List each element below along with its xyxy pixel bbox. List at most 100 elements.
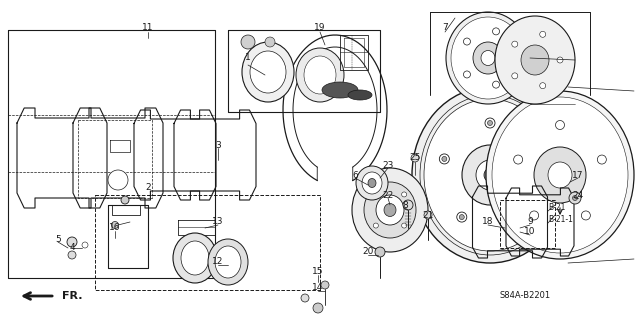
Ellipse shape [420, 95, 560, 255]
Circle shape [530, 211, 539, 220]
Circle shape [108, 170, 128, 190]
Circle shape [265, 37, 275, 47]
Text: 13: 13 [212, 218, 224, 226]
Circle shape [513, 212, 524, 222]
Ellipse shape [534, 147, 586, 203]
Ellipse shape [548, 162, 572, 188]
Circle shape [68, 251, 76, 259]
Text: 3: 3 [215, 140, 221, 150]
Circle shape [597, 155, 606, 164]
Text: 8: 8 [402, 201, 408, 210]
Circle shape [531, 154, 541, 164]
Circle shape [111, 221, 118, 228]
Ellipse shape [356, 166, 388, 200]
Ellipse shape [424, 99, 556, 251]
Circle shape [512, 41, 518, 47]
Text: 17: 17 [572, 170, 584, 180]
Ellipse shape [215, 246, 241, 278]
Circle shape [375, 247, 385, 257]
Text: 16: 16 [109, 224, 121, 233]
Ellipse shape [242, 42, 294, 102]
Circle shape [556, 121, 564, 130]
Ellipse shape [473, 42, 503, 74]
Text: 21: 21 [422, 211, 434, 219]
Circle shape [493, 81, 500, 88]
Circle shape [321, 281, 329, 289]
Text: FR.: FR. [62, 291, 83, 301]
Ellipse shape [462, 145, 518, 205]
Ellipse shape [376, 195, 404, 225]
Ellipse shape [362, 172, 382, 194]
Ellipse shape [476, 160, 504, 190]
Circle shape [402, 192, 406, 197]
Text: 2: 2 [145, 183, 151, 192]
Circle shape [493, 28, 500, 35]
Circle shape [581, 211, 590, 220]
Circle shape [540, 31, 546, 37]
Text: 24: 24 [572, 190, 584, 199]
Circle shape [514, 155, 523, 164]
Text: 6: 6 [352, 170, 358, 180]
Ellipse shape [304, 56, 336, 94]
Circle shape [463, 38, 470, 45]
Circle shape [313, 303, 323, 313]
Circle shape [301, 294, 309, 302]
Circle shape [533, 156, 538, 161]
Ellipse shape [484, 168, 496, 182]
Text: 22: 22 [382, 190, 394, 199]
Ellipse shape [384, 204, 396, 217]
Circle shape [569, 192, 581, 204]
Circle shape [67, 237, 77, 247]
Ellipse shape [446, 12, 530, 104]
Text: 14: 14 [312, 284, 324, 293]
Circle shape [403, 200, 413, 210]
Text: 11: 11 [142, 24, 154, 33]
Circle shape [463, 71, 470, 78]
Circle shape [460, 215, 464, 219]
Text: 5: 5 [55, 235, 61, 244]
Text: 25: 25 [410, 153, 420, 162]
Circle shape [424, 211, 432, 219]
Ellipse shape [521, 45, 549, 75]
Circle shape [373, 223, 378, 228]
Circle shape [512, 73, 518, 79]
Text: B-21: B-21 [548, 204, 565, 212]
Ellipse shape [481, 50, 495, 65]
Circle shape [573, 196, 577, 201]
Ellipse shape [364, 182, 416, 238]
Text: 20: 20 [362, 248, 374, 256]
Circle shape [402, 223, 406, 228]
Ellipse shape [412, 87, 568, 263]
Ellipse shape [348, 90, 372, 100]
Circle shape [439, 154, 449, 164]
Text: 19: 19 [314, 24, 326, 33]
Ellipse shape [486, 91, 634, 259]
Ellipse shape [208, 239, 248, 285]
Ellipse shape [492, 97, 628, 253]
Circle shape [373, 192, 378, 197]
Circle shape [488, 121, 493, 125]
Circle shape [485, 118, 495, 128]
Ellipse shape [495, 16, 575, 104]
Circle shape [557, 57, 563, 63]
Ellipse shape [322, 82, 358, 98]
Ellipse shape [181, 241, 209, 275]
Text: 15: 15 [312, 268, 324, 277]
Circle shape [121, 196, 129, 204]
Circle shape [511, 55, 518, 62]
Text: 18: 18 [483, 218, 493, 226]
Text: 1: 1 [245, 54, 251, 63]
Circle shape [540, 83, 546, 89]
Text: 9: 9 [527, 218, 533, 226]
Ellipse shape [250, 51, 286, 93]
Circle shape [82, 242, 88, 248]
Ellipse shape [368, 179, 376, 188]
Text: 10: 10 [524, 227, 536, 236]
Circle shape [411, 154, 419, 162]
Circle shape [516, 215, 521, 219]
Ellipse shape [451, 17, 525, 99]
Ellipse shape [296, 48, 344, 102]
Text: B-21-1: B-21-1 [548, 216, 573, 225]
Text: 7: 7 [442, 24, 448, 33]
Circle shape [457, 212, 467, 222]
